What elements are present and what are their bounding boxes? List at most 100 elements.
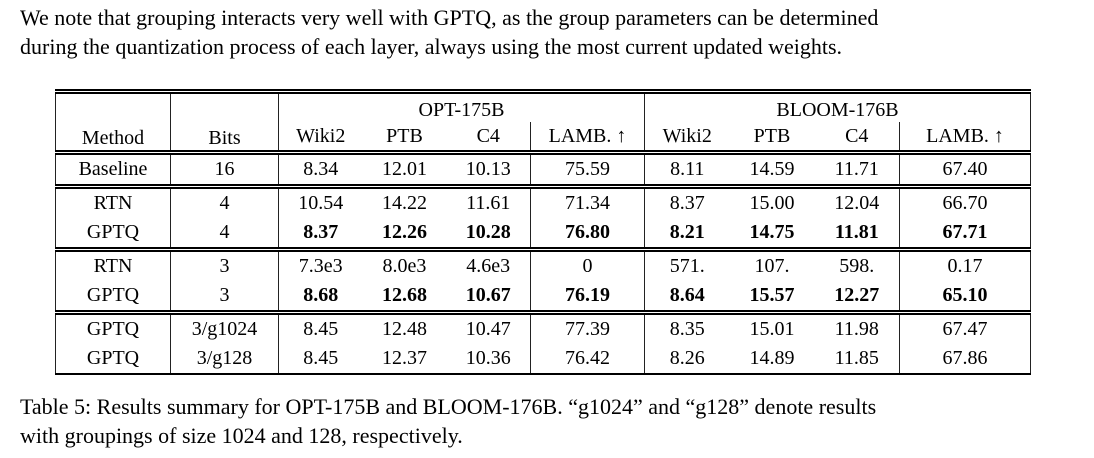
cell-value: 8.26	[644, 344, 730, 374]
cell-value: 8.34	[278, 152, 363, 187]
col-header-bits: Bits	[170, 91, 279, 153]
col-group-bloom176b: BLOOM-176B	[644, 91, 1031, 122]
row-group-4bit: RTN 4 10.54 14.22 11.61 71.34 8.37 15.00…	[55, 186, 1031, 250]
cell-value: 11.61	[466, 192, 511, 214]
intro-line-2: during the quantization process of each …	[20, 34, 843, 59]
cell-value: 12.37	[382, 347, 427, 369]
cell-value: 71.34	[529, 186, 645, 218]
cell-value: 11.71	[834, 158, 879, 180]
cell-value: 14.89	[749, 347, 795, 369]
cell-value: 8.0e3	[382, 255, 427, 277]
cell-value: 0.17	[899, 249, 1031, 281]
cell-value: 8.11	[644, 152, 730, 187]
cell-value: 67.71	[899, 218, 1031, 250]
cell-value: 12.01	[382, 158, 427, 180]
cell-value: 10.67	[465, 284, 511, 306]
col-header-opt-wiki2: Wiki2	[278, 122, 363, 153]
cell-bits: 3	[170, 249, 279, 281]
results-table-container: Method Bits OPT-175B BLOOM-176B Wiki2 PT…	[55, 89, 1032, 375]
table-row: GPTQ 3 8.68 12.68 10.67 76.19 8.64 15.57…	[56, 281, 1031, 313]
col-header-opt-lambada: LAMB. ↑	[529, 122, 645, 153]
caption-line-2: with groupings of size 1024 and 128, res…	[20, 423, 463, 448]
cell-value: 10.36	[465, 347, 511, 369]
table-row: Baseline 16 8.34 12.01 10.13 75.59 8.11 …	[56, 152, 1031, 187]
cell-value: 76.42	[529, 344, 645, 374]
cell-method: GPTQ	[86, 318, 140, 340]
cell-value: 0	[529, 249, 645, 281]
cell-value: 15.00	[749, 192, 795, 214]
cell-value: 8.37	[278, 218, 363, 250]
cell-value: 12.48	[382, 318, 427, 340]
col-header-opt-ptb: PTB	[386, 124, 423, 147]
cell-value: 8.45	[278, 344, 363, 374]
cell-method: GPTQ	[86, 221, 140, 243]
caption-line-1: Table 5: Results summary for OPT-175B an…	[20, 394, 877, 419]
cell-value: 8.64	[644, 281, 730, 313]
cell-value: 76.80	[529, 218, 645, 250]
table-row: GPTQ 4 8.37 12.26 10.28 76.80 8.21 14.75…	[56, 218, 1031, 250]
cell-value: 12.27	[834, 284, 880, 306]
cell-value: 12.26	[382, 221, 427, 243]
cell-method: RTN	[93, 255, 133, 277]
cell-value: 12.04	[834, 192, 880, 214]
col-group-opt175b: OPT-175B	[277, 91, 645, 122]
cell-bits: 4	[170, 186, 279, 218]
cell-value: 77.39	[529, 312, 645, 344]
cell-bits: 3/g128	[170, 344, 279, 374]
cell-value: 598.	[839, 255, 875, 277]
row-group-grouped: GPTQ 3/g1024 8.45 12.48 10.47 77.39 8.35…	[55, 312, 1031, 374]
table-caption: Table 5: Results summary for OPT-175B an…	[20, 392, 1080, 450]
cell-method: Baseline	[78, 158, 148, 180]
cell-value: 67.47	[899, 312, 1031, 344]
cell-value: 10.28	[465, 221, 511, 243]
cell-value: 14.75	[749, 221, 795, 243]
cell-value: 15.57	[749, 284, 795, 306]
results-table: Method Bits OPT-175B BLOOM-176B Wiki2 PT…	[55, 89, 1032, 375]
cell-value: 8.45	[278, 312, 363, 344]
table-row: RTN 3 7.3e3 8.0e3 4.6e3 0 571. 107. 598.…	[56, 249, 1031, 281]
cell-value: 8.35	[644, 312, 730, 344]
intro-line-1: We note that grouping interacts very wel…	[20, 5, 879, 30]
cell-value: 76.19	[529, 281, 645, 313]
row-group-baseline: Baseline 16 8.34 12.01 10.13 75.59 8.11 …	[56, 152, 1031, 187]
cell-value: 10.13	[465, 158, 511, 180]
cell-value: 8.21	[644, 218, 730, 250]
col-header-bloom-lambada: LAMB. ↑	[899, 122, 1031, 153]
cell-value: 4.6e3	[466, 255, 511, 277]
header-row-sub: Wiki2 PTB C4 LAMB. ↑ Wiki2 PTB C4 LAMB. …	[56, 122, 1031, 153]
cell-value: 12.68	[382, 284, 427, 306]
cell-value: 571.	[644, 249, 730, 281]
table-row: GPTQ 3/g128 8.45 12.37 10.36 76.42 8.26 …	[56, 344, 1031, 374]
cell-value: 10.47	[465, 318, 511, 340]
cell-value: 66.70	[899, 186, 1031, 218]
cell-value: 10.54	[278, 186, 363, 218]
cell-value: 15.01	[749, 318, 795, 340]
cell-method: RTN	[93, 192, 133, 214]
cell-value: 8.37	[644, 186, 730, 218]
cell-value: 67.86	[899, 344, 1031, 374]
cell-value: 67.40	[899, 152, 1031, 187]
col-header-opt-c4: C4	[476, 124, 500, 147]
cell-method: GPTQ	[86, 347, 140, 369]
col-header-bloom-wiki2: Wiki2	[644, 122, 730, 153]
cell-value: 107.	[754, 255, 790, 277]
cell-value: 14.59	[749, 158, 795, 180]
cell-bits: 3	[170, 281, 279, 313]
table-row: RTN 4 10.54 14.22 11.61 71.34 8.37 15.00…	[56, 186, 1031, 218]
col-header-method: Method	[81, 127, 145, 149]
cell-value: 8.68	[278, 281, 363, 313]
cell-value: 11.85	[834, 347, 879, 369]
header-row-groups: Method Bits OPT-175B BLOOM-176B	[56, 91, 1031, 153]
cell-value: 11.81	[834, 221, 879, 243]
table-header: Method Bits OPT-175B BLOOM-176B Wiki2 PT…	[55, 91, 1031, 153]
cell-value: 11.98	[834, 318, 879, 340]
cell-bits: 3/g1024	[170, 312, 279, 344]
col-header-bloom-c4: C4	[845, 124, 869, 147]
cell-method: GPTQ	[86, 284, 140, 306]
cell-value: 7.3e3	[278, 249, 363, 281]
intro-paragraph: We note that grouping interacts very wel…	[20, 3, 1080, 61]
cell-value: 65.10	[899, 281, 1031, 313]
table-row: GPTQ 3/g1024 8.45 12.48 10.47 77.39 8.35…	[56, 312, 1031, 344]
cell-value: 75.59	[529, 152, 645, 187]
cell-value: 14.22	[382, 192, 427, 214]
